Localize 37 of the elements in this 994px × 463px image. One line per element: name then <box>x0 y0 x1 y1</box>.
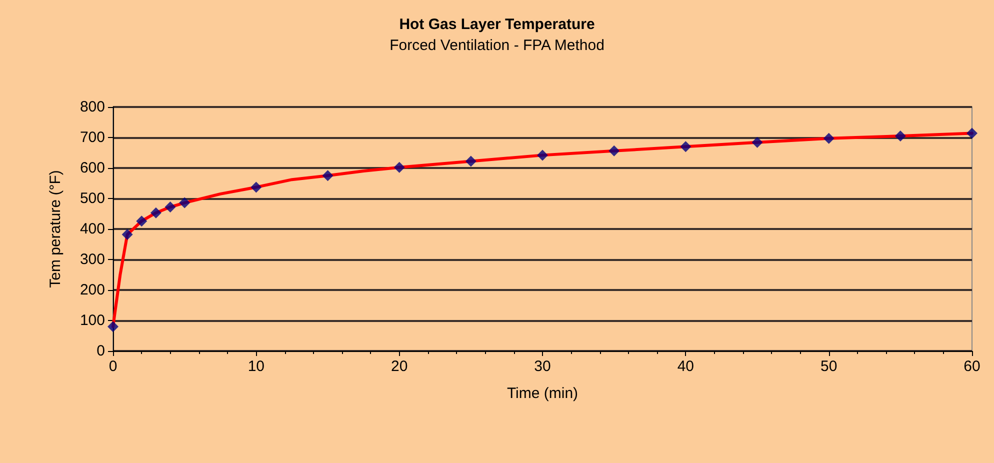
x-tick-label: 50 <box>820 358 838 375</box>
y-tick-label: 100 <box>80 312 105 329</box>
y-tick-label: 400 <box>80 220 105 238</box>
point <box>322 170 334 182</box>
chart-subtitle: Forced Ventilation - FPA Method <box>390 37 604 54</box>
y-tick-label: 800 <box>80 98 105 116</box>
chart-title: Hot Gas Layer Temperature <box>399 16 595 33</box>
x-tick-label: 0 <box>108 358 118 375</box>
point <box>122 228 133 240</box>
point <box>966 128 978 139</box>
x-tick-label: 40 <box>677 358 694 375</box>
y-tick-label: 500 <box>80 190 105 207</box>
y-tick-label: 700 <box>80 129 105 146</box>
y-tick-label: 300 <box>80 251 105 268</box>
point <box>250 182 262 193</box>
y-tick-label: 200 <box>80 282 105 298</box>
point <box>179 197 190 208</box>
point <box>150 207 162 218</box>
point <box>752 136 763 148</box>
point <box>537 150 548 161</box>
point <box>136 216 148 227</box>
point <box>164 202 176 213</box>
point <box>823 132 834 144</box>
x-tick-label: 20 <box>390 358 408 375</box>
x-tick-label: 30 <box>534 358 551 375</box>
y-axis-title: Tem perature (°F) <box>47 170 64 288</box>
y-tick-label: 600 <box>80 160 105 176</box>
point <box>608 145 620 156</box>
x-axis-title: Time (min) <box>506 385 578 402</box>
point <box>465 156 476 167</box>
y-tick-label: 0 <box>96 342 105 360</box>
x-tick-label: 60 <box>964 358 980 375</box>
point <box>894 130 906 142</box>
x-tick-label: 10 <box>248 358 265 375</box>
point <box>680 141 692 152</box>
point <box>394 162 405 173</box>
point <box>108 321 118 332</box>
